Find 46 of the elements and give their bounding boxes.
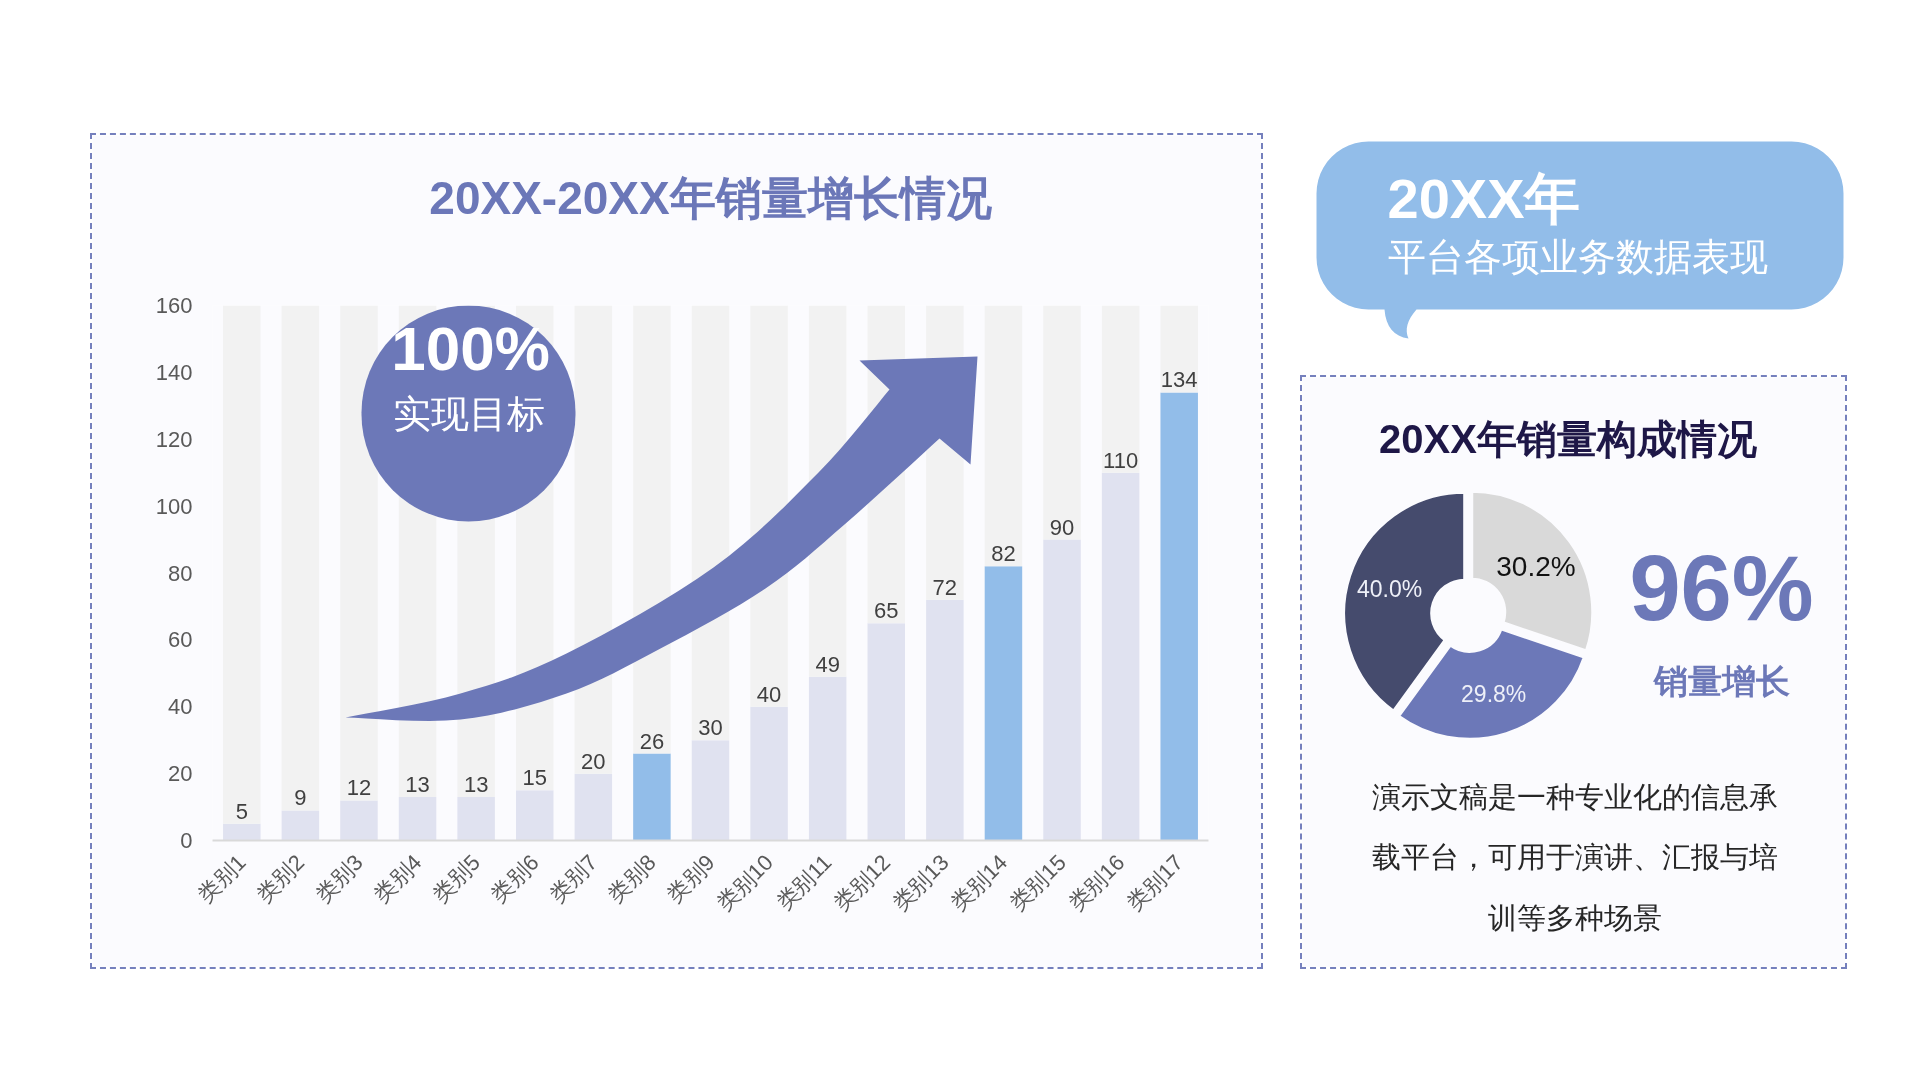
- data-label: 29.8%: [1461, 680, 1527, 707]
- data-label: 65: [874, 598, 899, 624]
- text: 演示文稿是一种专业化的信息承载平台，可用于演讲、汇报与培训等多种场景: [1371, 780, 1778, 935]
- data-label: 20: [581, 748, 606, 774]
- data-label: 13: [405, 772, 430, 798]
- text: 96%: [1629, 536, 1814, 639]
- y-tick-label: 160: [155, 293, 193, 318]
- data-label: 15: [522, 765, 547, 791]
- data-label: 30: [698, 715, 723, 741]
- y-tick-label: 140: [155, 359, 193, 385]
- y-tick-label: 20: [168, 761, 193, 787]
- data-label: 49: [815, 651, 840, 677]
- x-tick-label: 类别6: [486, 849, 544, 908]
- data-label: 9: [294, 785, 307, 811]
- data-label: 13: [463, 772, 489, 798]
- chart-title: 20XX年销量构成情况: [1379, 416, 1757, 461]
- annotation: 实现目标: [392, 392, 545, 435]
- x-tick-label: 类别8: [603, 849, 661, 908]
- text: 销量增长: [1651, 661, 1790, 700]
- x-tick-label: 类别2: [251, 849, 310, 908]
- data-label: 30.2%: [1496, 550, 1576, 582]
- data-label: 26: [639, 728, 665, 754]
- data-label: 134: [1160, 367, 1198, 393]
- x-tick-label: 类别1: [193, 849, 251, 908]
- x-tick-label: 类别3: [310, 849, 368, 908]
- data-label: 5: [235, 798, 248, 824]
- data-label: 12: [346, 775, 372, 801]
- y-tick-label: 80: [168, 560, 193, 586]
- y-tick-label: 100: [155, 493, 193, 519]
- x-tick-label: 类别4: [368, 849, 427, 908]
- y-tick-label: 120: [155, 426, 193, 452]
- text: 平台各项业务数据表现: [1387, 235, 1768, 278]
- y-tick-label: 60: [168, 627, 193, 653]
- data-label: 72: [932, 574, 958, 600]
- annotation: 100%: [391, 314, 550, 383]
- y-tick-label: 40: [168, 694, 193, 720]
- data-label: 110: [1103, 447, 1139, 473]
- text: 20XX年: [1387, 167, 1581, 230]
- x-tick-label: 类别5: [427, 849, 485, 908]
- y-tick-label: 0: [180, 828, 193, 853]
- data-label: 82: [991, 541, 1016, 567]
- data-label: 40: [756, 681, 782, 707]
- data-label: 40.0%: [1356, 575, 1423, 602]
- data-label: 90: [1049, 514, 1075, 540]
- x-tick-label: 类别7: [544, 849, 603, 908]
- chart-title: 20XX-20XX年销量增长情况: [429, 171, 992, 224]
